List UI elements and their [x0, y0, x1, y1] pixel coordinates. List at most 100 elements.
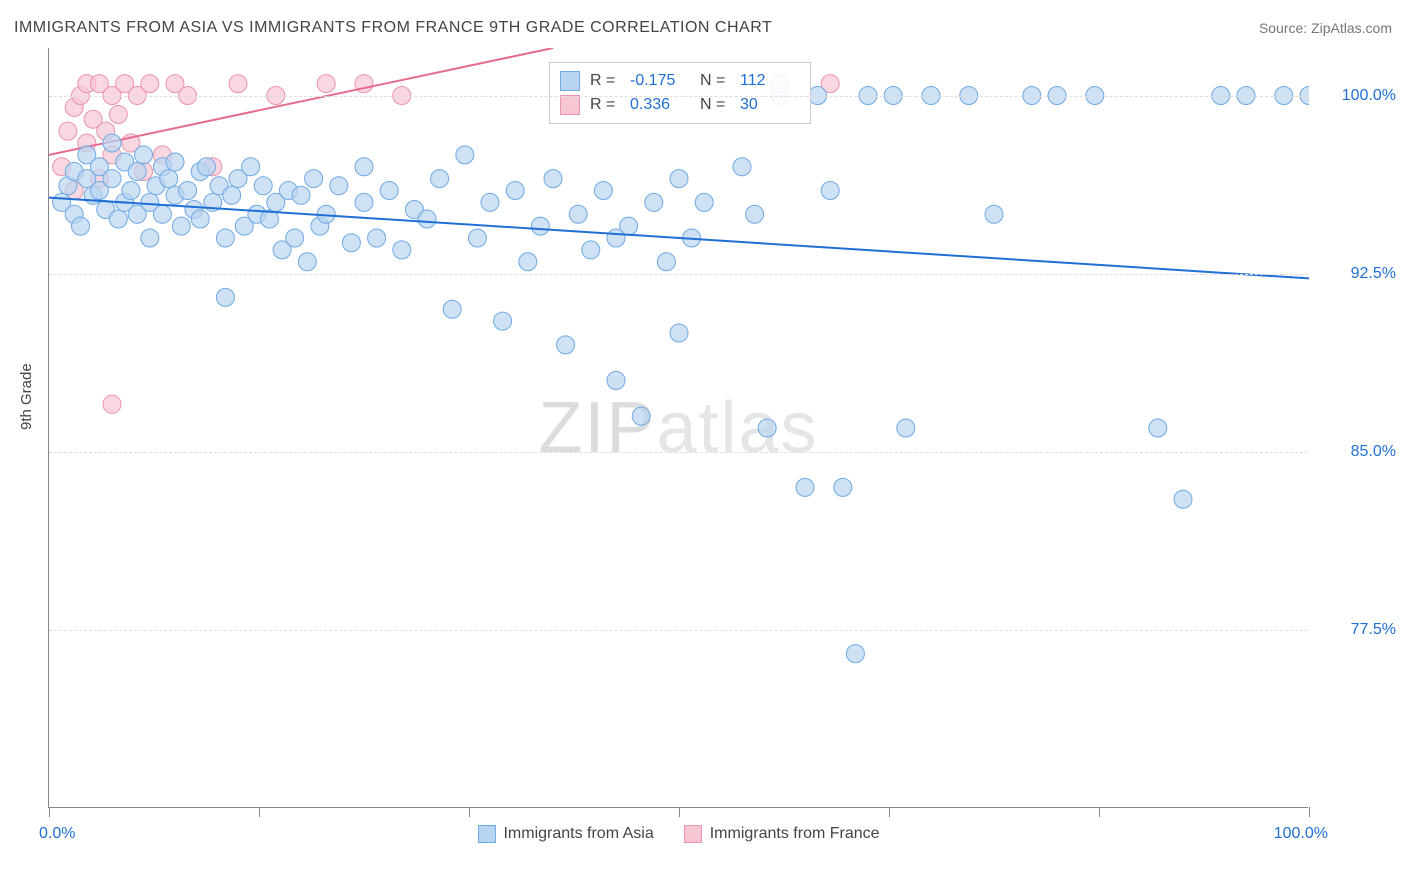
data-point [198, 158, 216, 176]
data-point [645, 193, 663, 211]
data-point [557, 336, 575, 354]
data-point [330, 177, 348, 195]
legend-label-france: Immigrants from France [710, 825, 880, 843]
x-tick [679, 807, 680, 817]
stat-r-label-2: R = [590, 96, 620, 114]
trend-line [49, 48, 553, 155]
data-point [456, 146, 474, 164]
data-point [1149, 419, 1167, 437]
data-point [380, 182, 398, 200]
data-point [286, 229, 304, 247]
data-point [569, 205, 587, 223]
data-point [355, 158, 373, 176]
data-point [506, 182, 524, 200]
data-point [544, 170, 562, 188]
data-point [103, 170, 121, 188]
x-tick [889, 807, 890, 817]
data-point [242, 158, 260, 176]
data-point [166, 153, 184, 171]
data-point [582, 241, 600, 259]
stats-legend-box: R = -0.175 N = 112 R = 0.336 N = 30 [549, 62, 811, 124]
data-point [632, 407, 650, 425]
legend-label-asia: Immigrants from Asia [503, 825, 653, 843]
data-point [160, 170, 178, 188]
y-axis-label: 9th Grade [18, 363, 35, 430]
x-tick [1099, 807, 1100, 817]
data-point [305, 170, 323, 188]
data-point [746, 205, 764, 223]
data-point [122, 182, 140, 200]
stat-r-asia: -0.175 [630, 72, 690, 90]
data-point [109, 210, 127, 228]
legend-swatch-france [684, 825, 702, 843]
gridline-h [49, 630, 1308, 631]
data-point [135, 146, 153, 164]
data-point [393, 241, 411, 259]
data-point [431, 170, 449, 188]
stat-n-asia: 112 [740, 72, 800, 90]
data-point [418, 210, 436, 228]
stat-r-france: 0.336 [630, 96, 690, 114]
y-tick-label: 85.0% [1316, 443, 1396, 461]
data-point [342, 234, 360, 252]
data-point [758, 419, 776, 437]
x-tick [1309, 807, 1310, 817]
gridline-h [49, 452, 1308, 453]
data-point [298, 253, 316, 271]
data-point [468, 229, 486, 247]
gridline-h [49, 96, 1308, 97]
data-point [1174, 490, 1192, 508]
data-point [607, 229, 625, 247]
data-point [670, 170, 688, 188]
swatch-france [560, 95, 580, 115]
data-point [607, 372, 625, 390]
stats-row-france: R = 0.336 N = 30 [560, 93, 800, 117]
data-point [846, 645, 864, 663]
data-point [292, 186, 310, 204]
data-point [254, 177, 272, 195]
swatch-asia [560, 71, 580, 91]
data-point [141, 229, 159, 247]
data-point [670, 324, 688, 342]
x-tick [469, 807, 470, 817]
data-point [103, 395, 121, 413]
legend-item-france: Immigrants from France [684, 825, 880, 843]
legend-swatch-asia [477, 825, 495, 843]
data-point [153, 205, 171, 223]
stat-r-label: R = [590, 72, 620, 90]
legend-item-asia: Immigrants from Asia [477, 825, 653, 843]
data-point [985, 205, 1003, 223]
data-point [216, 288, 234, 306]
stat-n-label: N = [700, 72, 730, 90]
data-point [172, 217, 190, 235]
stats-row-asia: R = -0.175 N = 112 [560, 69, 800, 93]
data-point [733, 158, 751, 176]
data-point [191, 210, 209, 228]
x-tick-right: 100.0% [1274, 825, 1328, 843]
data-point [368, 229, 386, 247]
trend-line [49, 198, 1309, 279]
y-tick-label: 77.5% [1316, 621, 1396, 639]
data-point [223, 186, 241, 204]
x-tick-left: 0.0% [39, 825, 75, 843]
stat-n-label-2: N = [700, 96, 730, 114]
data-point [72, 217, 90, 235]
data-point [229, 75, 247, 93]
gridline-h [49, 274, 1308, 275]
data-point [317, 75, 335, 93]
data-point [179, 182, 197, 200]
data-point [519, 253, 537, 271]
source-label: Source: ZipAtlas.com [1259, 20, 1392, 36]
data-point [59, 122, 77, 140]
data-point [443, 300, 461, 318]
y-tick-label: 92.5% [1316, 265, 1396, 283]
data-point [657, 253, 675, 271]
data-point [109, 106, 127, 124]
data-point [355, 193, 373, 211]
data-point [103, 134, 121, 152]
stat-n-france: 30 [740, 96, 800, 114]
legend-bottom: Immigrants from Asia Immigrants from Fra… [477, 825, 879, 843]
x-tick [49, 807, 50, 817]
data-point [481, 193, 499, 211]
scatter-plot: ZIPatlas R = -0.175 N = 112 R = 0.336 N … [48, 48, 1308, 808]
